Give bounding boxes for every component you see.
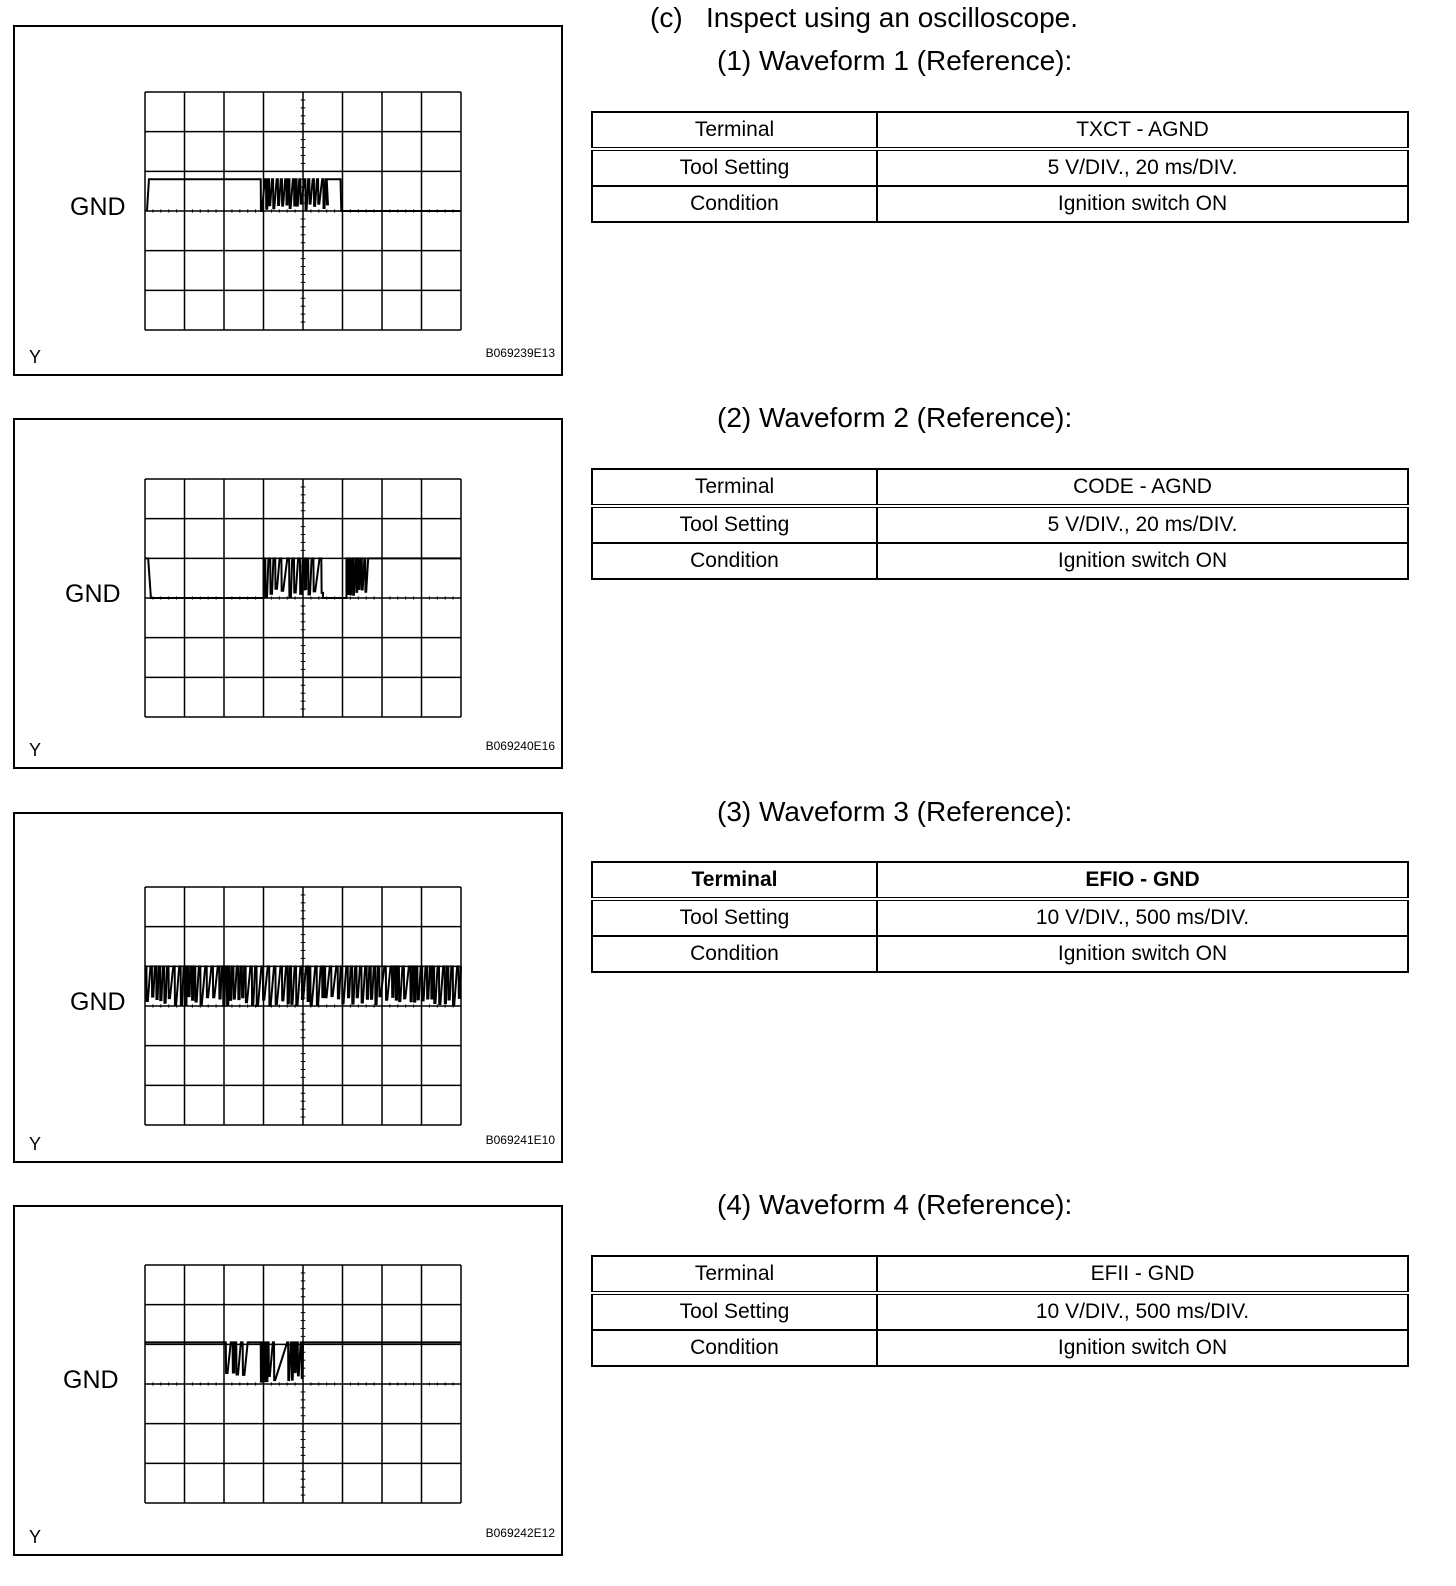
- table-row: Tool Setting 10 V/DIV., 500 ms/DIV.: [591, 1292, 1409, 1331]
- row-label: Tool Setting: [591, 148, 878, 187]
- table-row: Tool Setting 10 V/DIV., 500 ms/DIV.: [591, 898, 1409, 937]
- gnd-label: GND: [63, 1366, 119, 1394]
- waveform-figure-1: GND Y B069239E13: [13, 25, 563, 376]
- row-value: Ignition switch ON: [876, 542, 1409, 580]
- row-label: Terminal: [591, 861, 878, 901]
- row-value: Ignition switch ON: [876, 1329, 1409, 1367]
- heading-text: Inspect using an oscilloscope.: [706, 2, 1078, 33]
- table-row: Tool Setting 5 V/DIV., 20 ms/DIV.: [591, 148, 1409, 187]
- row-label: Terminal: [591, 111, 878, 151]
- y-label: Y: [29, 347, 42, 367]
- row-value: CODE - AGND: [876, 468, 1409, 508]
- waveform-title-2: (2) Waveform 2 (Reference):: [717, 402, 1073, 433]
- row-label: Condition: [591, 185, 878, 223]
- row-label: Condition: [591, 935, 878, 973]
- waveform-trace: [145, 966, 461, 1006]
- gnd-label: GND: [70, 193, 126, 221]
- waveform-trace: [145, 1342, 461, 1381]
- row-label: Condition: [591, 542, 878, 580]
- figure-code: B069239E13: [485, 346, 555, 360]
- waveform-title-4: (4) Waveform 4 (Reference):: [717, 1189, 1073, 1220]
- row-value: Ignition switch ON: [876, 935, 1409, 973]
- table-row: Tool Setting 5 V/DIV., 20 ms/DIV.: [591, 505, 1409, 544]
- oscilloscope-screen: [145, 92, 461, 330]
- row-label: Tool Setting: [591, 505, 878, 544]
- waveform-figure-3: GND Y B069241E10: [13, 812, 563, 1163]
- figure-code: B069241E10: [485, 1133, 555, 1147]
- y-label: Y: [29, 1527, 42, 1547]
- waveform-trace: [145, 558, 461, 598]
- figure-code: B069242E12: [485, 1526, 555, 1540]
- oscilloscope-screen: [145, 1265, 461, 1503]
- y-label: Y: [29, 1134, 42, 1154]
- gnd-label: GND: [70, 988, 126, 1016]
- waveform-title-3: (3) Waveform 3 (Reference):: [717, 796, 1073, 827]
- row-label: Terminal: [591, 1255, 878, 1295]
- section-heading: (c) Inspect using an oscilloscope.: [650, 2, 1078, 34]
- y-label: Y: [29, 740, 42, 760]
- table-row: Condition Ignition switch ON: [591, 185, 1409, 223]
- row-value: 5 V/DIV., 20 ms/DIV.: [876, 505, 1409, 544]
- row-label: Tool Setting: [591, 1292, 878, 1331]
- row-value: EFIO - GND: [876, 861, 1409, 901]
- waveform-spec-table-3: Terminal EFIO - GND Tool Setting 10 V/DI…: [591, 861, 1409, 973]
- table-row: Condition Ignition switch ON: [591, 935, 1409, 973]
- oscilloscope-screen: [145, 887, 461, 1125]
- table-row: Terminal TXCT - AGND: [591, 111, 1409, 151]
- waveform-title-1: (1) Waveform 1 (Reference):: [717, 45, 1073, 76]
- row-value: EFII - GND: [876, 1255, 1409, 1295]
- figure-code: B069240E16: [485, 739, 555, 753]
- waveform-spec-table-4: Terminal EFII - GND Tool Setting 10 V/DI…: [591, 1255, 1409, 1367]
- waveform-trace: [147, 179, 461, 211]
- gnd-label: GND: [65, 580, 121, 608]
- table-row: Terminal EFIO - GND: [591, 861, 1409, 901]
- row-label: Tool Setting: [591, 898, 878, 937]
- row-value: TXCT - AGND: [876, 111, 1409, 151]
- heading-marker: (c): [650, 2, 683, 33]
- waveform-figure-4: GND Y B069242E12: [13, 1205, 563, 1556]
- table-row: Terminal CODE - AGND: [591, 468, 1409, 508]
- row-label: Terminal: [591, 468, 878, 508]
- table-row: Terminal EFII - GND: [591, 1255, 1409, 1295]
- row-value: Ignition switch ON: [876, 185, 1409, 223]
- row-label: Condition: [591, 1329, 878, 1367]
- row-value: 10 V/DIV., 500 ms/DIV.: [876, 1292, 1409, 1331]
- row-value: 10 V/DIV., 500 ms/DIV.: [876, 898, 1409, 937]
- table-row: Condition Ignition switch ON: [591, 542, 1409, 580]
- waveform-spec-table-2: Terminal CODE - AGND Tool Setting 5 V/DI…: [591, 468, 1409, 580]
- oscilloscope-screen: [145, 479, 461, 717]
- row-value: 5 V/DIV., 20 ms/DIV.: [876, 148, 1409, 187]
- waveform-spec-table-1: Terminal TXCT - AGND Tool Setting 5 V/DI…: [591, 111, 1409, 223]
- table-row: Condition Ignition switch ON: [591, 1329, 1409, 1367]
- waveform-figure-2: GND Y B069240E16: [13, 418, 563, 769]
